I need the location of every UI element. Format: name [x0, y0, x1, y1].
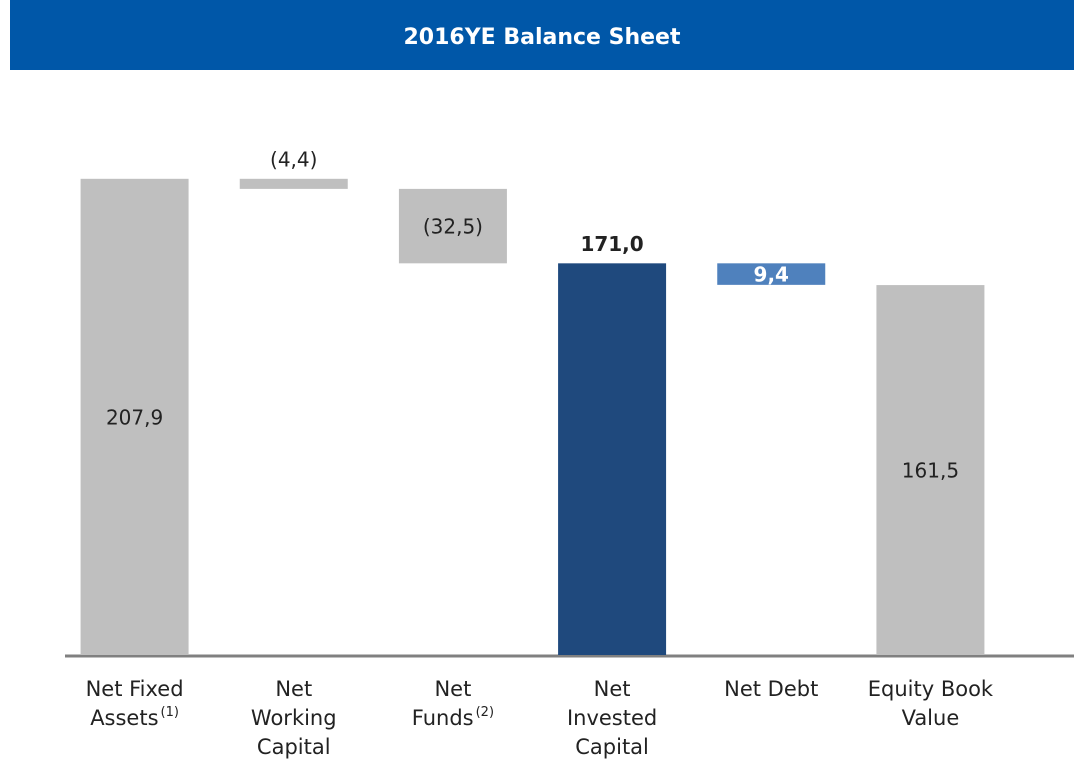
bar: [558, 263, 667, 655]
x-tick-label-line: Net Debt: [724, 677, 818, 701]
x-tick-label: Net: [275, 677, 312, 701]
chart-title: 2016YE Balance Sheet: [404, 25, 681, 50]
x-tick-label-line: Working: [251, 706, 337, 730]
x-tick-label: Equity Book: [868, 677, 994, 701]
x-tick-label-line: Invested: [567, 706, 657, 730]
x-tick-label: Net: [434, 677, 471, 701]
data-label: (32,5): [423, 215, 483, 239]
x-tick-label: Value: [902, 706, 960, 730]
x-tick-label-line: Assets: [90, 706, 158, 730]
x-tick-label: Net: [594, 677, 631, 701]
header-bar: [10, 0, 1074, 70]
bar: [398, 188, 507, 264]
bar: [876, 285, 985, 655]
data-label: 9,4: [754, 263, 789, 287]
bar: [239, 178, 348, 189]
x-tick-label: Capital: [575, 735, 649, 759]
x-tick-label: Capital: [257, 735, 331, 759]
x-tick-label: Net Fixed: [86, 677, 184, 701]
footnote-mark: (1): [161, 705, 179, 720]
x-tick-label-line: Funds: [412, 706, 474, 730]
x-tick-label: Assets (1): [90, 705, 179, 731]
x-tick-label: Net Debt: [724, 677, 818, 701]
footnote-mark: (2): [476, 705, 494, 720]
bar: [80, 178, 189, 655]
x-tick-label: Invested: [567, 706, 657, 730]
x-tick-label-line: Net Fixed: [86, 677, 184, 701]
x-tick-label-line: Net: [275, 677, 312, 701]
x-tick-label: Funds (2): [412, 705, 494, 731]
x-tick-label-line: Equity Book: [868, 677, 994, 701]
x-tick-label: Working: [251, 706, 337, 730]
data-label: 171,0: [580, 232, 643, 256]
x-tick-label-line: Net: [594, 677, 631, 701]
x-tick-label-line: Capital: [257, 735, 331, 759]
x-tick-label-line: Net: [434, 677, 471, 701]
x-tick-label-line: Capital: [575, 735, 649, 759]
bar: [717, 263, 826, 285]
data-label: 207,9: [106, 405, 163, 429]
x-tick-label-line: Value: [902, 706, 960, 730]
data-label: 161,5: [902, 459, 959, 483]
data-label: (4,4): [270, 147, 317, 171]
